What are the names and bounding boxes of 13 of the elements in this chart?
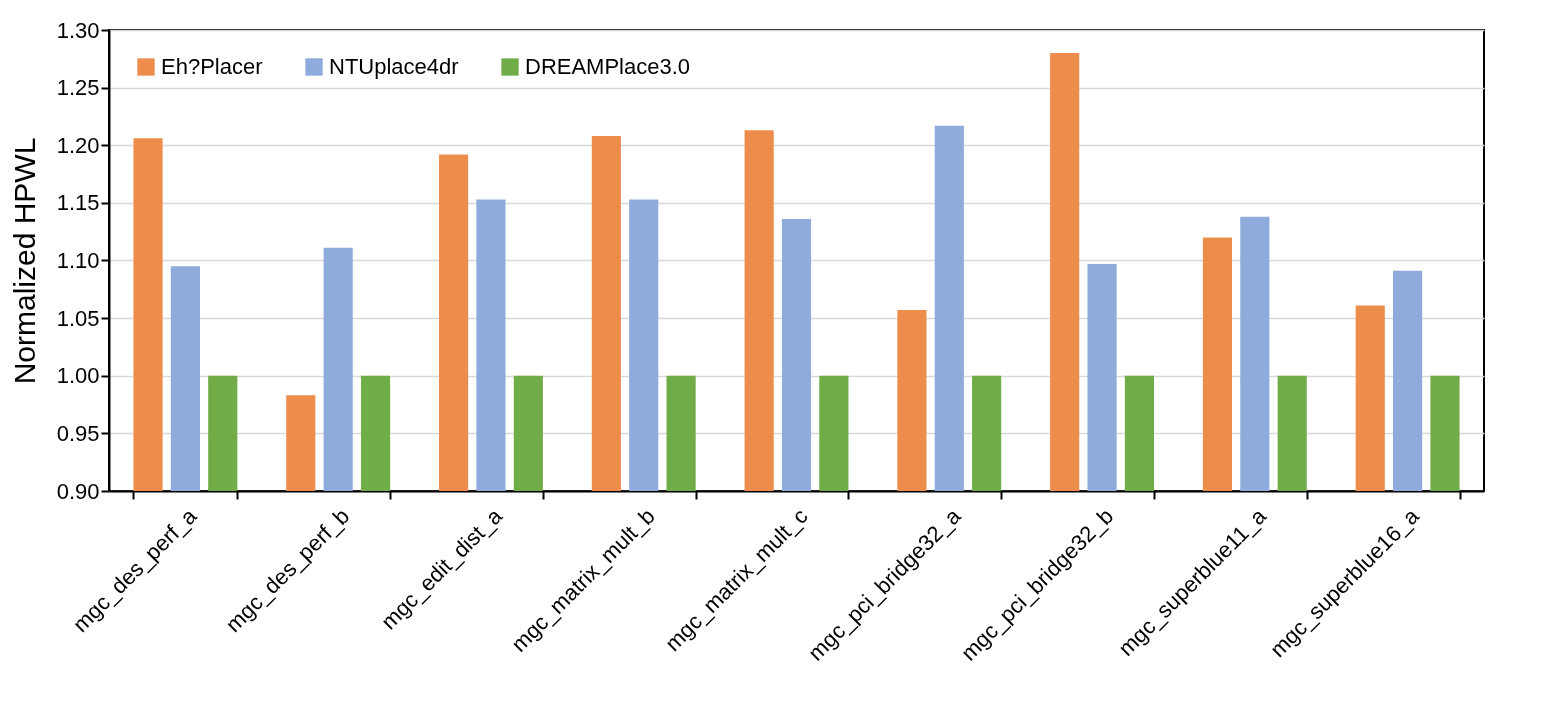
y-tick-label: 1.00 — [56, 363, 100, 389]
y-tick-label: 1.30 — [56, 17, 100, 43]
y-tick-label: 1.05 — [56, 305, 100, 331]
legend-label: DREAMPlace3.0 — [525, 54, 691, 79]
y-tick-label: 1.10 — [56, 248, 100, 273]
y-tick-label: 1.25 — [56, 75, 100, 101]
y-tick-label: 0.90 — [56, 478, 100, 504]
y-tick-label: 1.15 — [56, 190, 100, 216]
y-tick-label: 0.95 — [56, 420, 100, 446]
legend-label: Eh?Placer — [161, 54, 263, 79]
legend-label: NTUplace4dr — [329, 54, 459, 79]
y-axis-title: Normalized HPWL — [7, 137, 41, 385]
y-tick-label: 1.20 — [56, 132, 100, 158]
